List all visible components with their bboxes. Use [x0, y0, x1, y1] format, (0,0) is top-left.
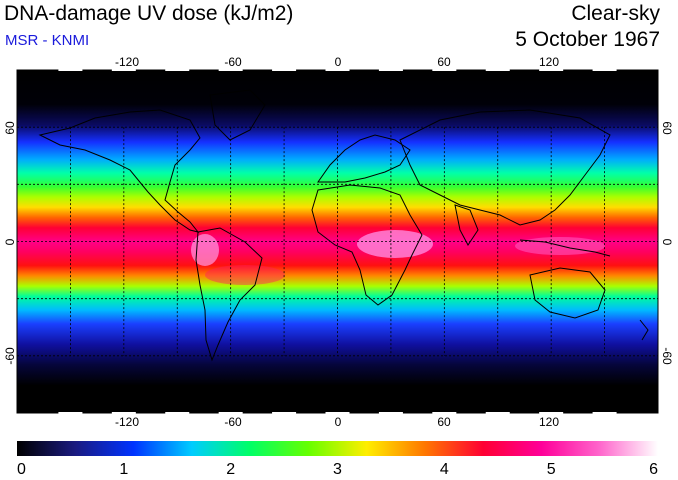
lon-label-bottom: -120: [115, 415, 139, 429]
coastline-indonesia: [519, 239, 611, 257]
colorbar-tick-label: 3: [333, 461, 342, 478]
lon-label-top: 120: [539, 55, 559, 69]
colorbar-tick-label: 0: [17, 461, 26, 478]
date-label: 5 October 1967: [515, 28, 660, 51]
lon-label-bottom: 0: [335, 415, 342, 429]
coastline-india: [454, 204, 479, 246]
coastline-south-america: [195, 227, 263, 362]
lon-label-bottom: 120: [539, 415, 559, 429]
lat-labels-left: 60 0 -60: [3, 121, 17, 365]
lat-label-left: 60: [3, 121, 17, 135]
frame-ticks: [58, 69, 617, 414]
source-label: MSR - KNMI: [5, 32, 90, 49]
coastline-asia: [399, 109, 611, 226]
lat-label-right: 0: [660, 239, 674, 246]
lat-label-right: -60: [660, 347, 674, 365]
lon-label-bottom: 60: [437, 415, 451, 429]
colorbar-gradient: [17, 441, 658, 456]
lon-label-top: 60: [437, 55, 451, 69]
lon-labels-top: -120 -60 0 60 120: [115, 55, 559, 69]
lon-labels-bottom: -120 -60 0 60 120: [115, 415, 559, 429]
lat-labels-right: 60 0 -60: [660, 121, 674, 365]
lon-label-bottom: -60: [224, 415, 242, 429]
lon-label-top: -60: [224, 55, 242, 69]
coastline-africa: [311, 184, 423, 306]
lat-label-left: -60: [3, 347, 17, 365]
map-title: DNA-damage UV dose (kJ/m2): [4, 2, 294, 25]
coastlines: [38, 89, 649, 362]
lon-label-top: 0: [335, 55, 342, 69]
colorbar-tick-label: 5: [547, 461, 556, 478]
colorbar: 0 1 2 3 4 5 6: [17, 441, 658, 478]
colorbar-tick-label: 4: [440, 461, 449, 478]
colorbar-tick-label: 2: [226, 461, 235, 478]
coastline-greenland: [209, 89, 266, 141]
coastline-new-zealand: [639, 319, 649, 341]
lat-label-left: 0: [3, 238, 17, 245]
lat-label-right: 60: [660, 121, 674, 135]
coastline-north-america: [38, 109, 201, 233]
lon-label-top: -120: [115, 55, 139, 69]
graticule: [17, 126, 658, 357]
colorbar-tick-label: 1: [119, 461, 128, 478]
colorbar-tick-label: 6: [649, 461, 658, 478]
sky-condition-label: Clear-sky: [571, 2, 660, 25]
colorbar-labels: 0 1 2 3 4 5 6: [17, 461, 658, 478]
coastline-australia: [529, 267, 606, 319]
